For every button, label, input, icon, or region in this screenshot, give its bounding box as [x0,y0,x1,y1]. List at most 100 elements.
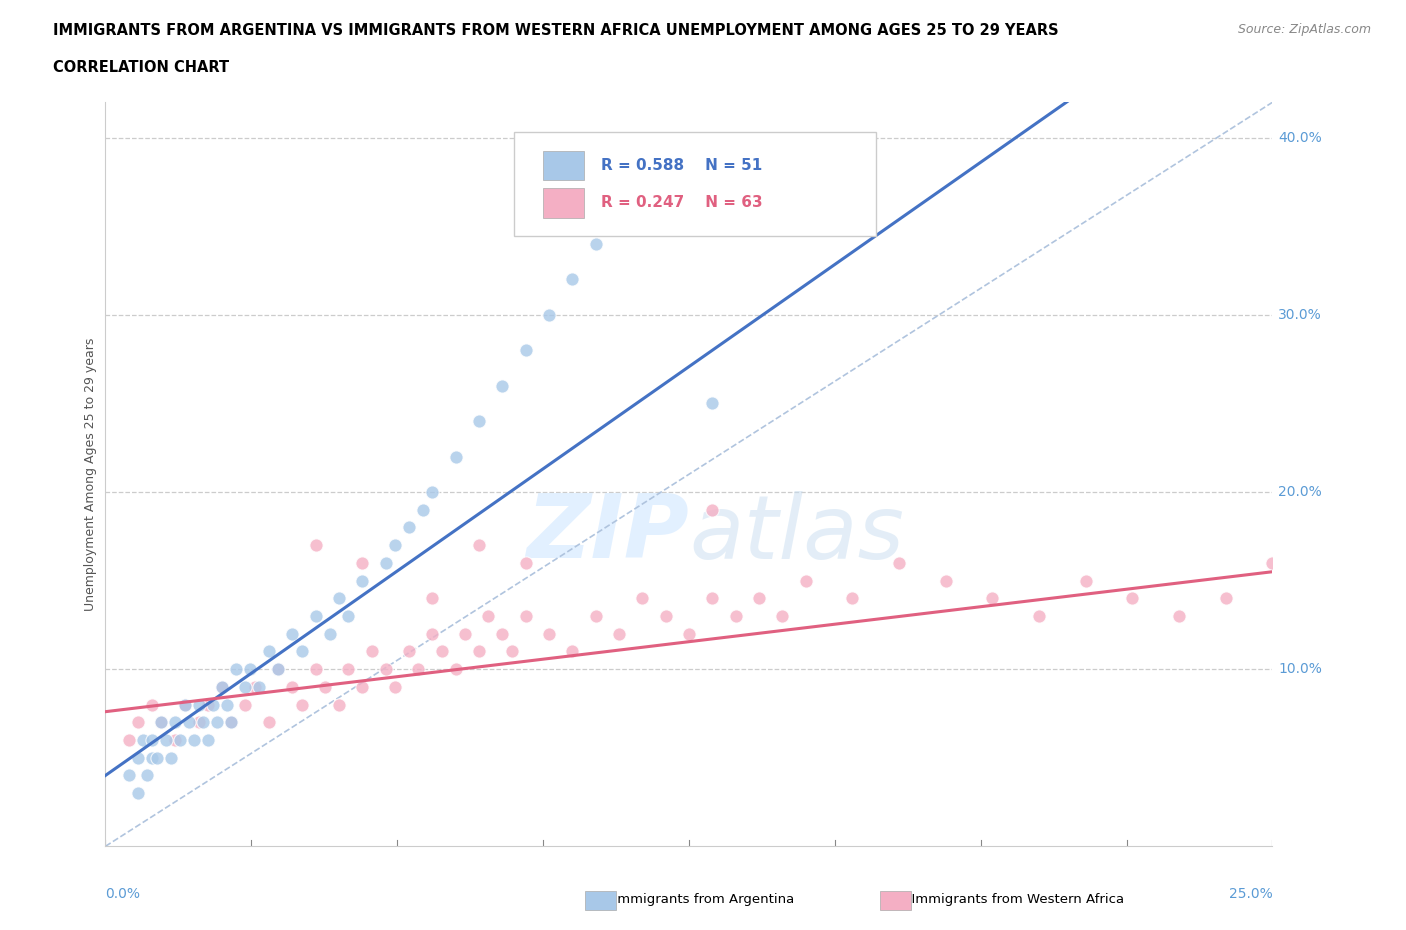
Point [235,698,257,712]
Point [724,608,747,623]
Point [537,626,560,641]
Point [304,662,326,677]
Point [702,396,724,411]
Text: IMMIGRANTS FROM ARGENTINA VS IMMIGRANTS FROM WESTERN AFRICA UNEMPLOYMENT AMONG A: IMMIGRANTS FROM ARGENTINA VS IMMIGRANTS … [53,23,1059,38]
Point [337,662,360,677]
Text: 20.0%: 20.0% [1278,485,1322,499]
Point [314,680,336,695]
Point [1074,573,1097,588]
Point [159,751,181,765]
Point [197,733,219,748]
Point [304,608,326,623]
Text: Source: ZipAtlas.com: Source: ZipAtlas.com [1237,23,1371,36]
Point [141,698,163,712]
Point [770,608,793,623]
Point [841,591,863,605]
Point [501,644,523,658]
Point [318,626,340,641]
Text: atlas: atlas [689,491,904,577]
Point [183,733,205,748]
Point [352,680,374,695]
Point [352,573,374,588]
Point [150,715,173,730]
Point [561,644,583,658]
Point [374,662,396,677]
Bar [543,188,583,218]
Point [585,608,607,623]
Point [187,698,209,712]
Point [132,733,155,748]
Point [491,626,513,641]
Point [150,715,173,730]
Text: 10.0%: 10.0% [1278,662,1322,676]
Point [146,751,169,765]
Text: ZIP: ZIP [526,490,689,578]
Point [169,733,191,748]
Point [179,715,201,730]
Point [654,608,676,623]
Point [374,555,396,570]
Point [468,538,491,552]
Point [406,662,429,677]
Point [127,751,149,765]
Point [211,680,233,695]
Point [207,715,229,730]
Point [384,538,406,552]
Point [444,662,467,677]
Y-axis label: Unemployment Among Ages 25 to 29 years: Unemployment Among Ages 25 to 29 years [84,338,97,611]
Point [420,485,443,499]
Point [491,379,513,393]
Text: R = 0.588    N = 51: R = 0.588 N = 51 [602,158,762,173]
Point [420,591,443,605]
Text: 25.0%: 25.0% [1229,887,1272,901]
Point [398,520,420,535]
Point [221,715,243,730]
Point [257,644,280,658]
Point [360,644,382,658]
Point [537,308,560,323]
Point [136,768,159,783]
Point [412,502,434,517]
Bar [543,151,583,180]
Point [1215,591,1237,605]
Point [225,662,247,677]
Point [935,573,957,588]
Point [165,715,187,730]
Text: 0.0%: 0.0% [105,887,141,901]
Point [211,680,233,695]
Point [235,680,257,695]
Point [748,591,770,605]
Point [257,715,280,730]
Point [290,698,312,712]
Point [702,591,724,605]
Point [173,698,195,712]
Point [221,715,243,730]
Point [290,644,312,658]
Point [607,626,630,641]
Point [127,715,149,730]
Point [328,698,350,712]
Point [127,786,149,801]
Point [454,626,477,641]
Point [352,555,374,570]
Text: R = 0.247    N = 63: R = 0.247 N = 63 [602,195,763,210]
Point [173,698,195,712]
Point [477,608,499,623]
Point [420,626,443,641]
Point [794,573,817,588]
Point [1028,608,1050,623]
Point [197,698,219,712]
Point [1168,608,1191,623]
Point [304,538,326,552]
Point [118,768,141,783]
Point [239,662,262,677]
Text: CORRELATION CHART: CORRELATION CHART [53,60,229,75]
Point [118,733,141,748]
Point [155,733,177,748]
Point [468,644,491,658]
Point [328,591,350,605]
Point [337,608,360,623]
Text: Immigrants from Western Africa: Immigrants from Western Africa [886,893,1123,906]
Point [193,715,215,730]
Point [702,502,724,517]
